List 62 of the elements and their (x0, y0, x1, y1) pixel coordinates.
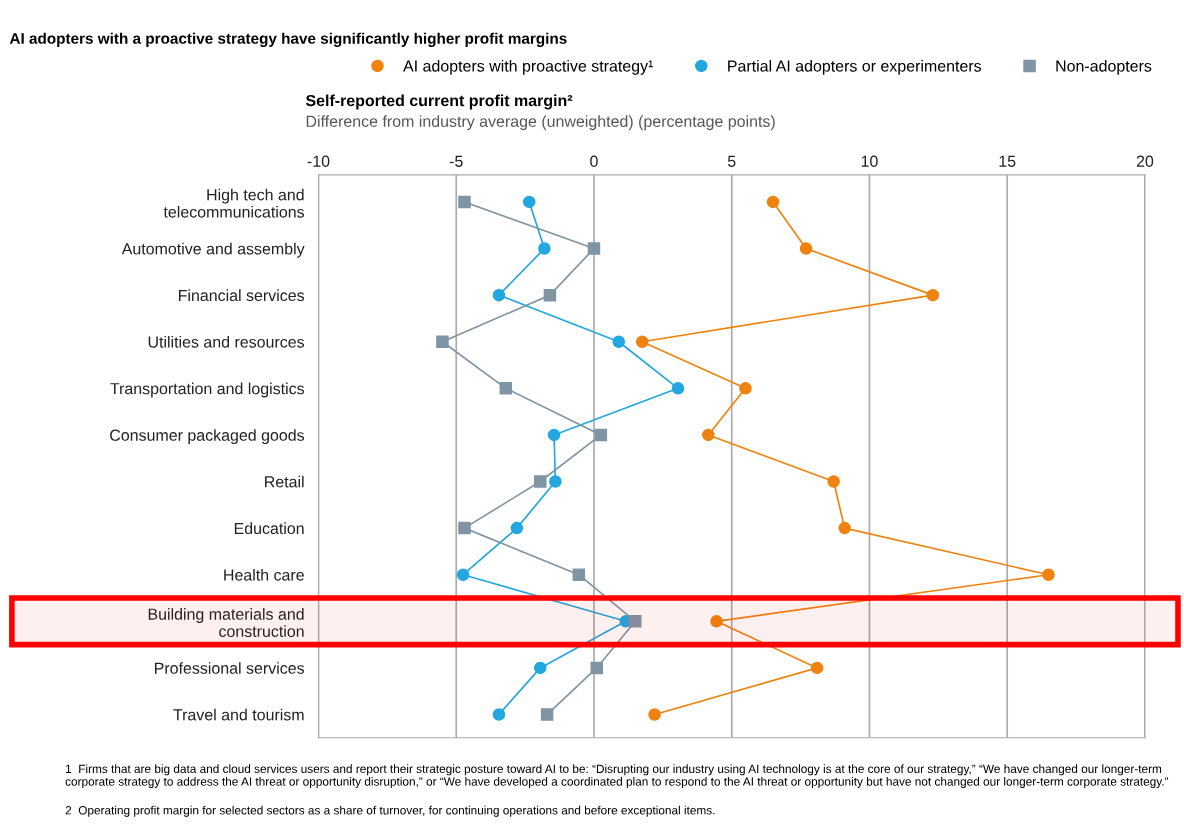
point (456, 568, 470, 581)
y-tick-label: Automotive and assembly (121, 242, 305, 258)
point (492, 288, 506, 302)
legend-label: AI adopters with proactive strategy¹ (403, 59, 654, 75)
point (648, 708, 661, 721)
x-tick-label: 20 (1136, 155, 1154, 167)
point (572, 568, 586, 581)
y-tick-label: Building materials and construction (148, 608, 304, 638)
point (810, 661, 824, 675)
x-tick-label: -5 (449, 155, 463, 167)
point (549, 475, 562, 488)
y-tick-label: Utilities and resources (148, 335, 305, 348)
point (612, 335, 626, 348)
point (534, 475, 547, 488)
point (635, 335, 649, 348)
point (538, 242, 551, 255)
legend-label: Partial AI adopters or experimenters (728, 59, 982, 75)
point (522, 195, 536, 209)
point (436, 335, 449, 348)
point (534, 661, 547, 675)
y-tick-label: High tech and telecommunications (163, 188, 305, 218)
point (799, 242, 813, 255)
point (540, 708, 554, 721)
point (590, 661, 603, 675)
chart-subtitle: Difference from industry average (unweighted) (percentage points) (306, 115, 775, 131)
point (838, 521, 851, 535)
x-tick-label: 15 (999, 155, 1016, 167)
x-tick-label: 0 (590, 155, 598, 167)
point (492, 708, 506, 721)
point (710, 615, 723, 628)
legend-label: Non-adopters (1056, 59, 1152, 75)
y-tick-label: Professional services (155, 662, 305, 674)
point (587, 242, 601, 255)
point (458, 195, 471, 209)
x-tick-label: 10 (861, 155, 878, 167)
x-axis-title: Self-reported current profit margin² (305, 94, 573, 110)
point (739, 382, 752, 395)
text: 2 Operating profit margin for selected sectors as a share of turnover, for continuing operations and before exceptional items. (65, 805, 715, 817)
y-tick-label: Transportation and logistics (110, 382, 305, 398)
y-tick-label: Travel and tourism (173, 708, 304, 721)
text: 1 Firms that are big data and cloud services users and report their strategic posture toward AI to be: “Disrupting our industry using AI technology is at the core of our strategy,” “We have changed our longer-term corporate strategy to address the AI threat or opportunity disruption,” or “We have developed a coordinated plan to respond to the AI threat or opportunity but have not changed our longer-term corporate strategy.” (65, 764, 1169, 789)
point (629, 615, 642, 628)
point (458, 521, 471, 535)
y-tick-label: Retail (265, 475, 304, 488)
x-tick-label: -10 (307, 155, 330, 167)
chart-title: AI adopters with a proactive strategy have significantly higher profit margins (9, 32, 567, 47)
point (827, 475, 840, 488)
point (671, 382, 685, 395)
point (594, 428, 608, 442)
point (702, 428, 715, 442)
point (499, 382, 513, 395)
y-tick-label: Consumer packaged goods (110, 429, 305, 445)
point (543, 288, 557, 302)
point (926, 288, 940, 302)
point (510, 521, 524, 535)
x-tick-label: 5 (727, 155, 736, 167)
y-tick-label: Financial services (178, 289, 305, 302)
y-tick-label: Health care (224, 568, 304, 581)
point (547, 428, 561, 442)
point (1042, 568, 1055, 581)
point (766, 195, 780, 209)
y-tick-label: Education (234, 522, 304, 535)
